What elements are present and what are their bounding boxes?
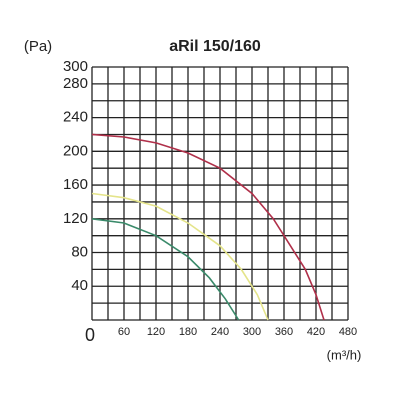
x-tick-label: 120 <box>147 326 165 338</box>
x-tick-label: 300 <box>243 326 261 338</box>
x-tick-label: 0 <box>85 325 95 345</box>
y-tick-label: 120 <box>63 210 88 227</box>
x-tick-label: 240 <box>211 326 229 338</box>
y-tick-label: 300 <box>63 58 88 75</box>
line <box>91 192 269 321</box>
y-tick-label: 40 <box>71 277 88 294</box>
y-tick-label: 160 <box>63 176 88 193</box>
y-tick-label: 80 <box>71 244 88 261</box>
y-tick-label: 280 <box>63 75 88 92</box>
x-tick-label: 480 <box>339 326 357 338</box>
y-axis-label: (Pa) <box>24 38 52 55</box>
x-tick-label: 180 <box>179 326 197 338</box>
line <box>91 218 240 321</box>
y-tick-label: 240 <box>63 109 88 126</box>
chart-title: aRil 150/160 <box>169 38 261 55</box>
x-tick-label: 360 <box>275 326 293 338</box>
y-tick-label: 200 <box>63 142 88 159</box>
line <box>91 133 325 321</box>
x-axis-label: (m³/h) <box>327 347 362 362</box>
x-tick-label: 420 <box>307 326 325 338</box>
x-tick-label: 60 <box>118 326 130 338</box>
